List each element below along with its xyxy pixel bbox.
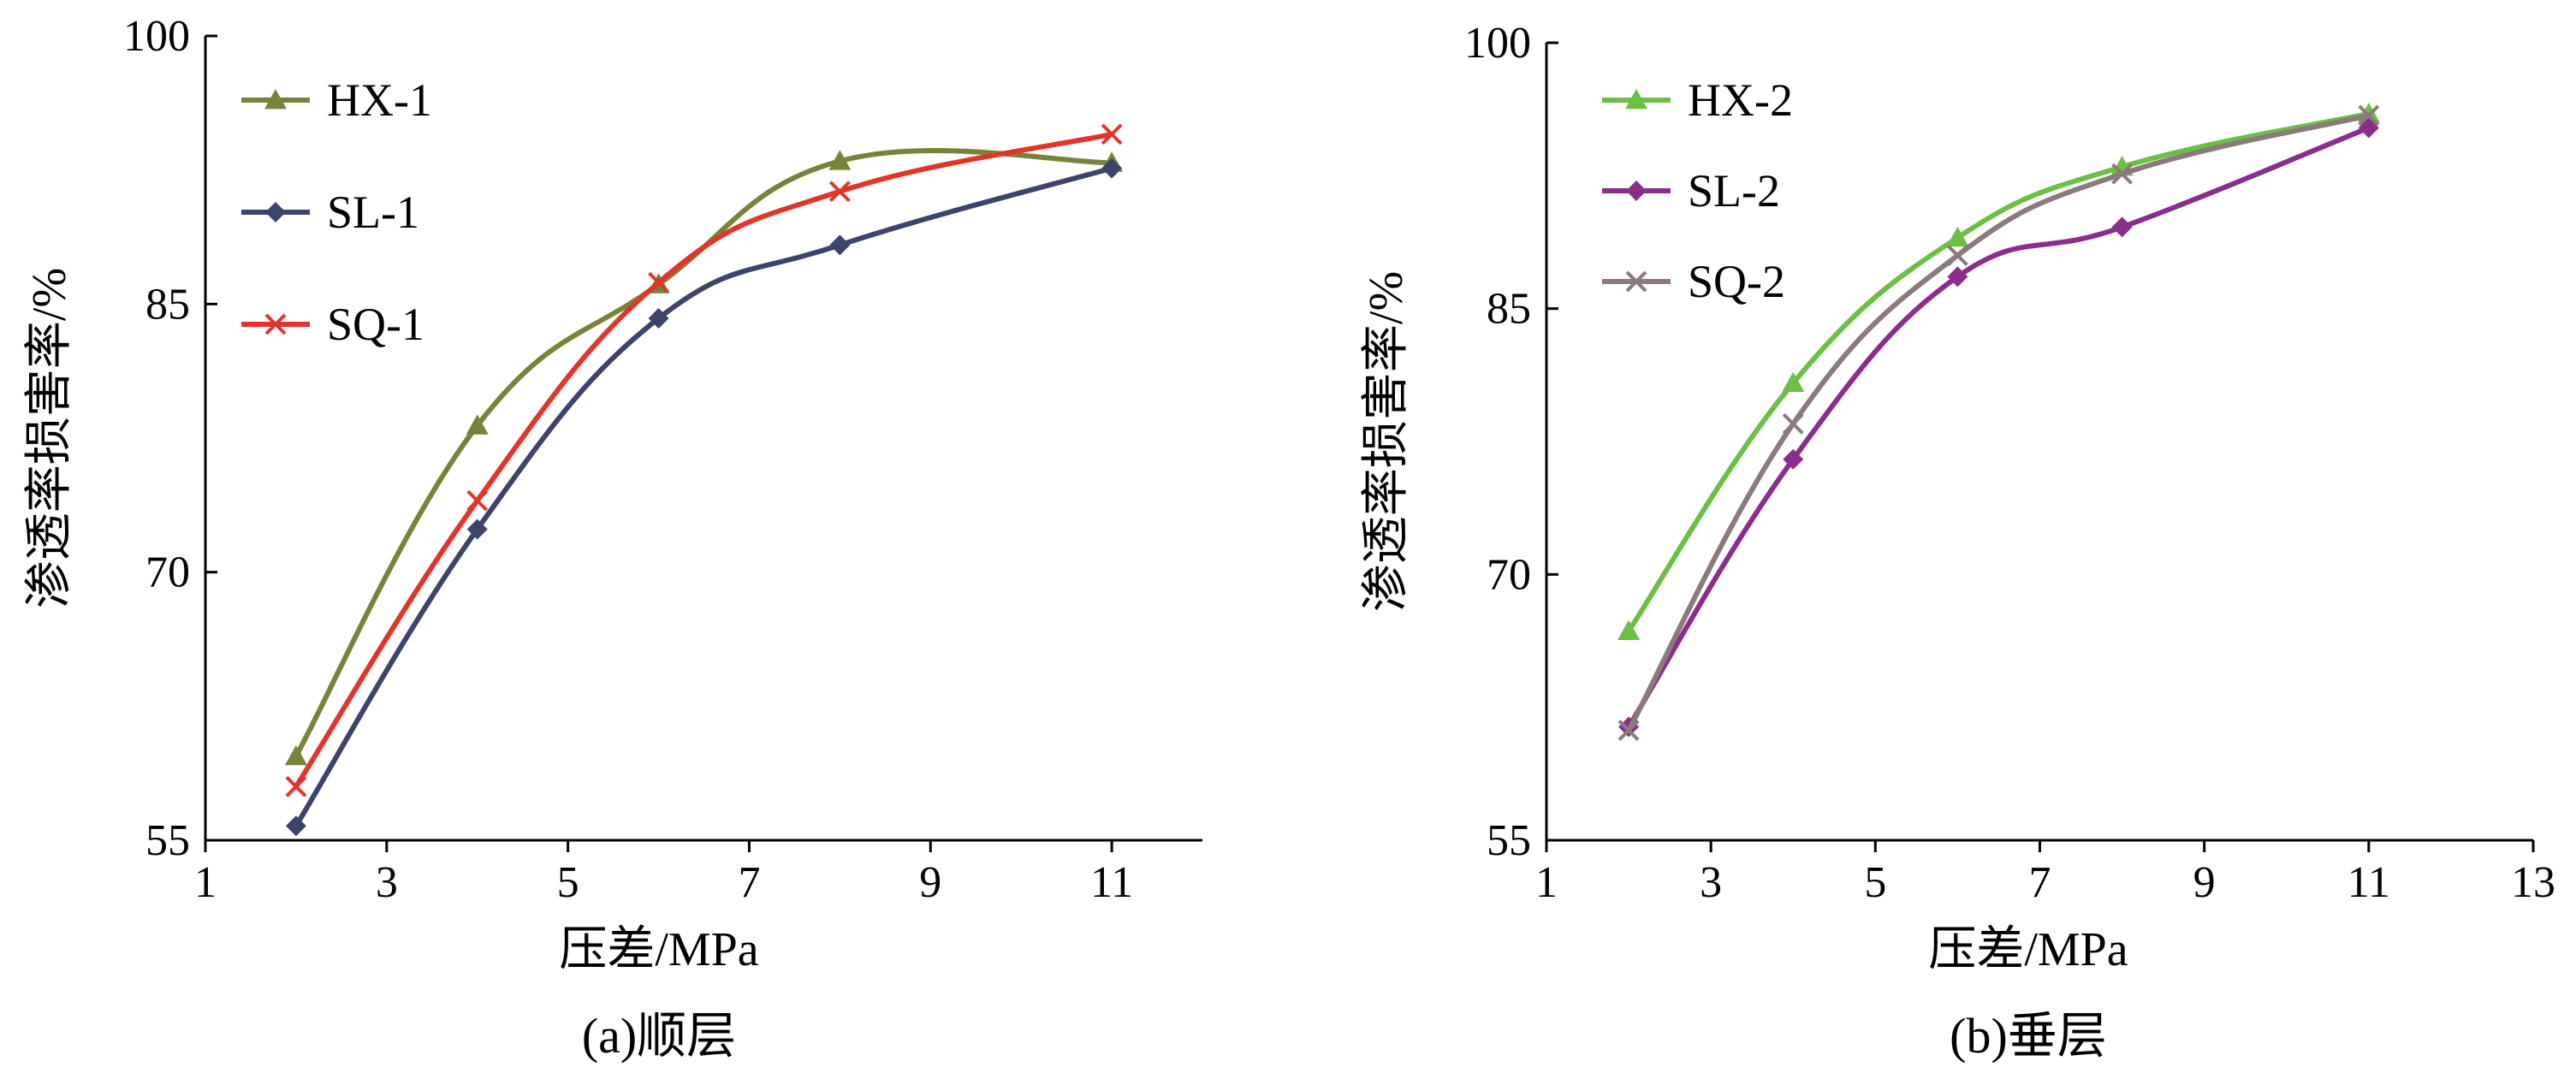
- legend-marker: [1625, 270, 1647, 293]
- data-point: [2358, 104, 2380, 127]
- x-tick-label: 11: [2347, 858, 2390, 907]
- x-tick-label: 5: [557, 858, 579, 907]
- y-tick-label: 100: [123, 12, 190, 61]
- data-point: [2111, 163, 2133, 185]
- x-axis-label: 压差/MPa: [559, 923, 758, 976]
- x-axis-label: 压差/MPa: [1928, 923, 2128, 976]
- legend-label: SL-2: [1688, 165, 1780, 216]
- legend-label: SL-1: [327, 187, 419, 238]
- data-point: [285, 815, 306, 837]
- x-tick-label: 7: [2029, 858, 2051, 907]
- data-point: [1782, 371, 1805, 393]
- y-axis-label: 渗透率损害率/%: [1360, 271, 1413, 612]
- data-point: [2111, 216, 2133, 238]
- data-point: [1101, 157, 1123, 179]
- series-sq-1: [285, 123, 1123, 797]
- series-hx-1: [284, 148, 1124, 766]
- y-tick-label: 85: [145, 280, 190, 329]
- legend-marker: [1626, 181, 1647, 201]
- data-point: [648, 308, 669, 329]
- legend-item: SL-1: [241, 187, 419, 238]
- y-axis-label: 渗透率损害率/%: [23, 268, 76, 608]
- legend-label: HX-2: [1688, 74, 1793, 126]
- x-tick-label: 11: [1090, 858, 1133, 907]
- x-tick-label: 9: [919, 858, 941, 907]
- chart-panel-a: 55 70 85 100 1 3 5 7 9 11 压差/MPa 渗透率损害率/% (a)顺层 HX-1 S…: [23, 12, 1202, 1064]
- x-tick-label: 3: [1700, 858, 1722, 907]
- data-point: [648, 271, 669, 293]
- data-point: [1101, 123, 1123, 145]
- data-point: [829, 234, 851, 256]
- legend-label: SQ-1: [327, 299, 424, 350]
- series-line: [293, 148, 1115, 759]
- legend-label: SQ-2: [1688, 256, 1785, 307]
- y-tick-label: 55: [145, 816, 190, 865]
- legend-marker: [264, 89, 287, 110]
- chart-caption: (a)顺层: [582, 1008, 736, 1064]
- y-tick-label: 70: [145, 548, 190, 597]
- data-point: [828, 181, 851, 203]
- x-tick-label: 1: [194, 858, 217, 907]
- data-point: [1947, 245, 1968, 266]
- chart-caption: (b)垂层: [1950, 1008, 2107, 1064]
- data-point: [466, 519, 488, 540]
- legend-item: HX-2: [1602, 74, 1793, 126]
- series-line: [1626, 125, 2371, 730]
- data-point: [1783, 448, 1804, 470]
- x-tick-label: 1: [1535, 858, 1558, 907]
- data-point: [828, 150, 852, 170]
- legend-marker: [1625, 89, 1647, 110]
- series-sl-1: [285, 157, 1123, 837]
- y-tick-label: 70: [1487, 550, 1531, 599]
- series-line: [293, 165, 1115, 829]
- legend-item: SQ-1: [241, 299, 424, 350]
- y-tick-label: 55: [1487, 816, 1531, 865]
- x-tick-label: 9: [2193, 858, 2216, 907]
- data-point: [466, 489, 489, 512]
- legend-item: HX-1: [241, 74, 432, 126]
- x-tick-label: 7: [738, 858, 760, 907]
- data-point: [1946, 226, 1969, 247]
- legend-item: SL-2: [1602, 165, 1780, 216]
- y-tick-label: 85: [1487, 285, 1531, 334]
- data-point: [285, 775, 307, 797]
- data-point: [1782, 412, 1804, 435]
- data-point: [1617, 619, 1641, 641]
- x-tick-label: 3: [376, 858, 398, 907]
- legend-marker: [265, 202, 286, 222]
- legend-marker: [264, 313, 287, 335]
- legend-item: SQ-2: [1602, 256, 1785, 307]
- data-point: [284, 744, 307, 766]
- legend-label: HX-1: [327, 74, 432, 126]
- x-tick-label: 13: [2511, 858, 2555, 907]
- series-line: [1626, 112, 2371, 733]
- data-point: [1947, 266, 1968, 287]
- x-tick-label: 5: [1864, 858, 1886, 907]
- y-tick-label: 100: [1464, 19, 1531, 68]
- data-point: [1617, 720, 1640, 742]
- series-line: [293, 131, 1115, 790]
- series-sq-2: [1617, 104, 2380, 742]
- data-point: [466, 414, 489, 435]
